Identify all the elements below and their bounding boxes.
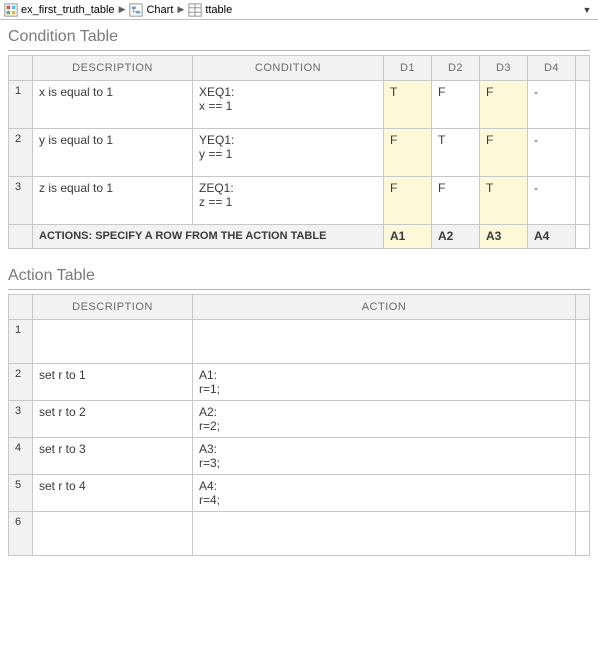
action-cell[interactable]: A2: r=2; — [193, 400, 576, 437]
decision-cell[interactable]: F — [480, 129, 528, 177]
decision-cell[interactable]: F — [432, 81, 480, 129]
header-d4[interactable]: D4 — [528, 56, 576, 81]
description-cell[interactable] — [33, 511, 193, 555]
table-row: 3z is equal to 1ZEQ1: z == 1FFT- — [9, 177, 590, 225]
crumb-model[interactable]: ex_first_truth_table — [4, 3, 115, 17]
row-index[interactable]: 3 — [9, 400, 33, 437]
description-cell[interactable]: x is equal to 1 — [33, 81, 193, 129]
condition-cell[interactable]: ZEQ1: z == 1 — [193, 177, 384, 225]
model-icon — [4, 3, 18, 17]
header-d2[interactable]: D2 — [432, 56, 480, 81]
crumb-label: ex_first_truth_table — [21, 4, 115, 16]
tail-cell — [576, 437, 590, 474]
crumb-ttable[interactable]: ttable — [188, 3, 232, 17]
actions-row: ACTIONS: SPECIFY A ROW FROM THE ACTION T… — [9, 225, 590, 249]
tail-cell — [576, 474, 590, 511]
decision-cell[interactable]: T — [384, 81, 432, 129]
crumb-chart[interactable]: Chart — [129, 3, 173, 17]
actions-label-cell: ACTIONS: SPECIFY A ROW FROM THE ACTION T… — [33, 225, 384, 249]
condition-cell[interactable]: XEQ1: x == 1 — [193, 81, 384, 129]
description-cell[interactable] — [33, 319, 193, 363]
row-index[interactable]: 5 — [9, 474, 33, 511]
tail-cell — [576, 363, 590, 400]
action-table-title: Action Table — [8, 265, 590, 290]
ttable-icon — [188, 3, 202, 17]
condition-panel: Condition Table DESCRIPTION CONDITION D1… — [0, 20, 598, 249]
tail-cell — [576, 81, 590, 129]
table-row: 4set r to 3A3: r=3; — [9, 437, 590, 474]
table-row: 5set r to 4A4: r=4; — [9, 474, 590, 511]
tail-cell — [576, 400, 590, 437]
header-blank — [9, 56, 33, 81]
description-cell[interactable]: set r to 4 — [33, 474, 193, 511]
action-panel: Action Table DESCRIPTION ACTION 12set r … — [0, 259, 598, 556]
action-ref-cell[interactable]: A2 — [432, 225, 480, 249]
chart-icon — [129, 3, 143, 17]
decision-cell[interactable]: - — [528, 129, 576, 177]
action-cell[interactable] — [193, 511, 576, 555]
row-index[interactable]: 2 — [9, 363, 33, 400]
header-tail — [576, 56, 590, 81]
table-row: 2set r to 1A1: r=1; — [9, 363, 590, 400]
table-row: 1 — [9, 319, 590, 363]
action-ref-cell[interactable]: A3 — [480, 225, 528, 249]
crumb-label: Chart — [146, 4, 173, 16]
action-table: DESCRIPTION ACTION 12set r to 1A1: r=1;3… — [8, 294, 590, 556]
action-cell[interactable] — [193, 319, 576, 363]
decision-cell[interactable]: - — [528, 177, 576, 225]
header-d3[interactable]: D3 — [480, 56, 528, 81]
action-ref-cell[interactable]: A4 — [528, 225, 576, 249]
table-row: 1x is equal to 1XEQ1: x == 1TFF- — [9, 81, 590, 129]
decision-cell[interactable]: F — [432, 177, 480, 225]
breadcrumb: ex_first_truth_table ▶ Chart ▶ ttable ▼ — [0, 0, 598, 20]
description-cell[interactable]: set r to 1 — [33, 363, 193, 400]
table-row: 2y is equal to 1YEQ1: y == 1FTF- — [9, 129, 590, 177]
header-condition[interactable]: CONDITION — [193, 56, 384, 81]
row-index[interactable]: 4 — [9, 437, 33, 474]
row-index[interactable]: 2 — [9, 129, 33, 177]
description-cell[interactable]: z is equal to 1 — [33, 177, 193, 225]
decision-cell[interactable]: T — [480, 177, 528, 225]
row-index[interactable]: 1 — [9, 319, 33, 363]
table-row: 3set r to 2A2: r=2; — [9, 400, 590, 437]
row-index[interactable]: 3 — [9, 177, 33, 225]
action-ref-cell[interactable]: A1 — [384, 225, 432, 249]
description-cell[interactable]: set r to 3 — [33, 437, 193, 474]
row-index[interactable]: 6 — [9, 511, 33, 555]
condition-table-title: Condition Table — [8, 26, 590, 51]
condition-cell[interactable]: YEQ1: y == 1 — [193, 129, 384, 177]
breadcrumb-sep-icon: ▶ — [119, 4, 126, 15]
header-description[interactable]: DESCRIPTION — [33, 56, 193, 81]
crumb-label: ttable — [205, 4, 232, 16]
action-cell[interactable]: A4: r=4; — [193, 474, 576, 511]
decision-cell[interactable]: F — [384, 177, 432, 225]
table-row: 6 — [9, 511, 590, 555]
decision-cell[interactable]: F — [384, 129, 432, 177]
tail-cell — [576, 319, 590, 363]
description-cell[interactable]: set r to 2 — [33, 400, 193, 437]
breadcrumb-sep-icon: ▶ — [177, 4, 184, 15]
decision-cell[interactable]: F — [480, 81, 528, 129]
row-index[interactable]: 1 — [9, 81, 33, 129]
tail-cell — [576, 511, 590, 555]
action-cell[interactable]: A3: r=3; — [193, 437, 576, 474]
header-action[interactable]: ACTION — [193, 294, 576, 319]
decision-cell[interactable]: - — [528, 81, 576, 129]
tail-cell — [576, 225, 590, 249]
header-d1[interactable]: D1 — [384, 56, 432, 81]
condition-table: DESCRIPTION CONDITION D1 D2 D3 D4 1x is … — [8, 55, 590, 249]
description-cell[interactable]: y is equal to 1 — [33, 129, 193, 177]
decision-cell[interactable]: T — [432, 129, 480, 177]
header-blank — [9, 294, 33, 319]
header-description[interactable]: DESCRIPTION — [33, 294, 193, 319]
header-tail — [576, 294, 590, 319]
breadcrumb-dropdown[interactable]: ▼ — [580, 3, 594, 17]
row-index-blank — [9, 225, 33, 249]
action-cell[interactable]: A1: r=1; — [193, 363, 576, 400]
tail-cell — [576, 177, 590, 225]
tail-cell — [576, 129, 590, 177]
